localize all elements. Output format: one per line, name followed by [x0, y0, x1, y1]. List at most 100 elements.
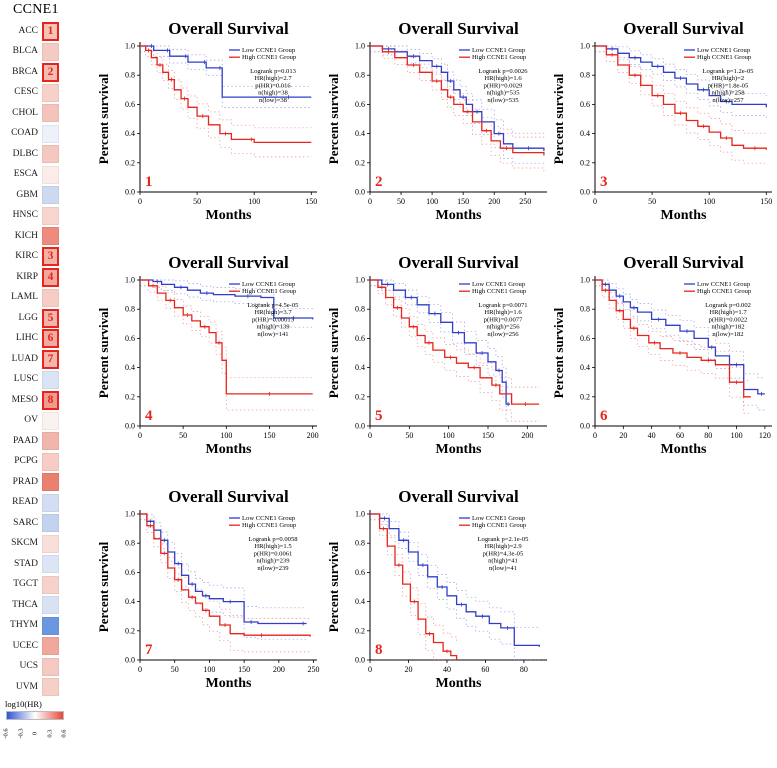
survival-curve — [370, 45, 545, 156]
svg-text:0.2: 0.2 — [355, 158, 365, 167]
heatmap-cell — [42, 165, 59, 184]
svg-text:0.4: 0.4 — [125, 597, 135, 606]
legend-entry: High CCNE1 Group — [697, 288, 752, 295]
stat-line: Logrank p=2.1e-05 — [478, 536, 530, 543]
y-axis-label: Percent survival — [96, 73, 111, 164]
svg-text:100: 100 — [248, 197, 260, 206]
heatmap-row-ucec: UCEC — [0, 636, 96, 657]
cancer-type-label: LUSC — [13, 374, 38, 384]
cancer-type-label: BLCA — [12, 46, 38, 56]
svg-text:0.8: 0.8 — [580, 305, 590, 314]
svg-text:100: 100 — [443, 431, 455, 440]
cancer-type-label: PRAD — [12, 476, 38, 487]
svg-text:100: 100 — [220, 431, 232, 440]
svg-text:0.0: 0.0 — [125, 422, 135, 431]
stat-line: HR(high)=1.6 — [484, 75, 522, 82]
stat-line: n(low)=256 — [487, 331, 519, 338]
x-axis-label: Months — [206, 208, 252, 223]
heatmap-row-cesc: CESC — [0, 83, 96, 104]
plot-index-number: 4 — [145, 408, 153, 424]
cancer-type-label: LUAD — [11, 353, 38, 364]
legend-tick-label: -0.6 — [2, 728, 10, 739]
y-axis-label: Percent survival — [96, 307, 111, 398]
y-axis-label: Percent survival — [96, 541, 111, 632]
svg-text:150: 150 — [760, 197, 772, 206]
stat-line: n(high)=38 — [258, 90, 288, 97]
cancer-type-label: COAD — [11, 128, 38, 138]
heatmap-row-meso: MESO 8 — [0, 390, 96, 411]
heatmap-row-brca: BRCA 2 — [0, 62, 96, 83]
svg-text:0.2: 0.2 — [355, 626, 365, 635]
stat-line: HR(high)=1.6 — [484, 309, 522, 316]
heatmap-cell-significant: 1 — [42, 21, 59, 41]
heatmap-row-uvm: UVM — [0, 677, 96, 698]
km-plot-8: Overall Survival 0.0 0.2 0.4 0.6 0.8 1.0 0 20 40 6… — [326, 482, 553, 716]
svg-text:0.2: 0.2 — [125, 626, 135, 635]
plot-title: Overall Survival — [168, 487, 289, 506]
svg-text:0.4: 0.4 — [580, 363, 590, 372]
cancer-type-label: DLBC — [12, 148, 38, 159]
svg-text:0: 0 — [368, 197, 372, 206]
y-axis-label: Percent survival — [326, 307, 341, 398]
legend-tick-label: -0.3 — [17, 728, 24, 739]
heatmap-cell — [42, 227, 59, 246]
heatmap-cell — [42, 83, 59, 102]
cancer-type-label: PCPG — [14, 456, 38, 466]
plot-index-number: 6 — [600, 408, 608, 424]
cancer-type-label: OV — [24, 415, 38, 425]
stat-line: n(low)=41 — [489, 565, 517, 572]
cancer-type-label: SKCM — [11, 538, 38, 548]
legend-tick-label: 0.3 — [46, 729, 53, 738]
km-plot-svg-1: Overall Survival 0.0 0.2 0.4 0.6 0.8 1.0 0 50 100… — [96, 19, 317, 223]
stat-line: p(HR)=0.00013 — [252, 316, 295, 323]
heatmap-row-laml: LAML — [0, 288, 96, 309]
survival-curve — [595, 279, 765, 395]
heatmap-row-thca: THCA — [0, 595, 96, 616]
x-axis-label: Months — [436, 676, 482, 691]
heatmap-row-tgct: TGCT — [0, 575, 96, 596]
legend-entry: Low CCNE1 Group — [472, 515, 526, 522]
svg-text:0: 0 — [138, 431, 142, 440]
heatmap-cell-significant: 2 — [42, 62, 59, 82]
svg-text:0.2: 0.2 — [125, 158, 135, 167]
cancer-type-label: UCEC — [12, 640, 38, 651]
cancer-type-label: CHOL — [12, 107, 38, 118]
svg-text:0.6: 0.6 — [355, 568, 365, 577]
survival-curve — [370, 279, 540, 405]
km-plot-svg-4: Overall Survival 0.0 0.2 0.4 0.6 0.8 1.0 0 50 100… — [96, 253, 319, 457]
svg-text:1.0: 1.0 — [125, 276, 135, 285]
svg-text:200: 200 — [273, 665, 285, 674]
heatmap-row-dlbc: DLBC — [0, 144, 96, 165]
cancer-type-label: KICH — [14, 230, 38, 241]
heatmap-cell — [42, 206, 59, 225]
heatmap-cell — [42, 514, 59, 533]
heatmap-cell — [42, 493, 59, 512]
heatmap-cell-significant: 7 — [42, 349, 59, 369]
km-plot-svg-5: Overall Survival 0.0 0.2 0.4 0.6 0.8 1.0 0 50 100… — [326, 253, 547, 457]
svg-text:1.0: 1.0 — [125, 510, 135, 519]
svg-text:0: 0 — [138, 665, 142, 674]
heatmap-legend: log10(HR) -0.6 -0.3 0 0.3 0.6 — [2, 699, 94, 759]
x-axis-label: Months — [206, 442, 252, 457]
svg-text:200: 200 — [521, 431, 533, 440]
stat-line: n(high)=239 — [256, 558, 290, 565]
survival-curve — [140, 279, 314, 320]
svg-text:0.0: 0.0 — [355, 188, 365, 197]
heatmap-cell — [42, 432, 59, 451]
plot-title: Overall Survival — [398, 19, 519, 38]
legend-tick-label: 0 — [31, 731, 39, 736]
legend-title: log10(HR) — [5, 699, 42, 709]
stat-line: n(low)=182 — [712, 331, 743, 338]
km-plot-4: Overall Survival 0.0 0.2 0.4 0.6 0.8 1.0 0 50 100… — [96, 248, 323, 482]
km-plot-svg-8: Overall Survival 0.0 0.2 0.4 0.6 0.8 1.0 0 20 40 6… — [326, 487, 547, 691]
stat-line: Logrank p=0.013 — [250, 68, 297, 75]
heatmap-row-coad: COAD — [0, 124, 96, 145]
svg-text:150: 150 — [264, 431, 276, 440]
legend-entry: High CCNE1 Group — [472, 288, 527, 295]
stat-line: p(HR)=4.3e-05 — [483, 550, 524, 557]
stat-line: n(high)=139 — [256, 324, 290, 331]
cancer-type-label: READ — [12, 497, 38, 507]
stat-line: p(HR)=0.0022 — [709, 316, 748, 323]
y-axis-label: Percent survival — [551, 307, 566, 398]
heatmap-row-paad: PAAD — [0, 431, 96, 452]
